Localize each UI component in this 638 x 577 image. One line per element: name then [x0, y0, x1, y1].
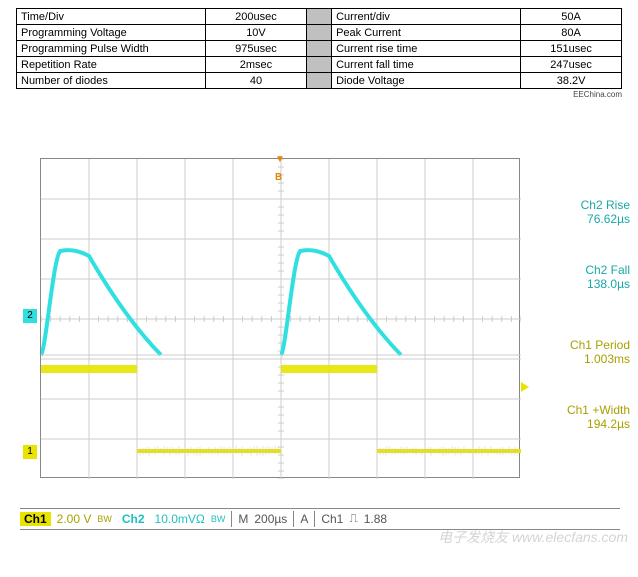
- param-row: Programming Pulse Width975usec Current ri…: [17, 41, 622, 57]
- trigger-marker-b: ▼ B: [275, 149, 285, 185]
- param-row: Repetition Rate2msec Current fall time247…: [17, 57, 622, 73]
- param-label: Peak Current: [332, 25, 521, 41]
- right-marker-arrow: [521, 382, 529, 392]
- param-value: 151usec: [521, 41, 622, 57]
- ch2-bw-icon: BW: [211, 514, 226, 524]
- meas-value: 138.0µs: [530, 277, 630, 291]
- timebase-value: 200µs: [254, 512, 287, 526]
- meas-label: Ch2 Fall: [530, 263, 630, 277]
- param-gap: [306, 25, 331, 41]
- param-label: Programming Pulse Width: [17, 41, 206, 57]
- ch1-baseline-tag: 1: [23, 445, 37, 459]
- param-label: Number of diodes: [17, 73, 206, 89]
- param-gap: [306, 41, 331, 57]
- param-label: Current/div: [332, 9, 521, 25]
- param-row: Time/Div200usec Current/div50A: [17, 9, 622, 25]
- ch1-box: Ch1: [20, 512, 51, 526]
- param-value: 38.2V: [521, 73, 622, 89]
- measurement-readout: Ch2 Rise76.62µs: [530, 198, 630, 226]
- param-value: 80A: [521, 25, 622, 41]
- param-label: Time/Div: [17, 9, 206, 25]
- param-gap: [306, 57, 331, 73]
- param-value: 200usec: [206, 9, 307, 25]
- param-label: Programming Voltage: [17, 25, 206, 41]
- param-value: 50A: [521, 9, 622, 25]
- param-value: 247usec: [521, 57, 622, 73]
- measurement-readout: Ch1 +Width194.2µs: [530, 403, 630, 431]
- param-value: 2msec: [206, 57, 307, 73]
- param-value: 10V: [206, 25, 307, 41]
- timebase-prefix: M: [238, 512, 248, 526]
- measurement-readout: Ch1 Period1.003ms: [530, 338, 630, 366]
- param-value: 40: [206, 73, 307, 89]
- meas-label: Ch1 Period: [530, 338, 630, 352]
- param-label: Current fall time: [332, 57, 521, 73]
- meas-value: 194.2µs: [530, 417, 630, 431]
- ch2-scale: 10.0mVΩ: [155, 512, 205, 526]
- param-row: Programming Voltage10V Peak Current80A: [17, 25, 622, 41]
- param-gap: [306, 73, 331, 89]
- param-label: Diode Voltage: [332, 73, 521, 89]
- ch1-bw-icon: BW: [97, 514, 112, 524]
- ch1-scale: 2.00 V: [57, 512, 92, 526]
- trig-source: Ch1: [321, 512, 343, 526]
- scope-traces-svg: [41, 159, 521, 479]
- meas-value: 76.62µs: [530, 212, 630, 226]
- ch2-baseline-tag: 2: [23, 309, 37, 323]
- meas-label: Ch1 +Width: [530, 403, 630, 417]
- meas-value: 1.003ms: [530, 352, 630, 366]
- meas-label: Ch2 Rise: [530, 198, 630, 212]
- param-label: Current rise time: [332, 41, 521, 57]
- ch2-box: Ch2: [118, 512, 149, 526]
- param-value: 975usec: [206, 41, 307, 57]
- table-footnote: EEChina.com: [573, 90, 622, 99]
- trig-level: 1.88: [364, 512, 387, 526]
- scope-grid: ▼ B 2 1: [40, 158, 520, 478]
- param-label: Repetition Rate: [17, 57, 206, 73]
- trig-edge-icon: ⎍: [349, 512, 357, 526]
- measurement-readout: Ch2 Fall138.0µs: [530, 263, 630, 291]
- page-watermark: 电子发烧友 www.elecfans.com: [438, 527, 628, 547]
- param-row: Number of diodes40 Diode Voltage38.2V: [17, 73, 622, 89]
- parameter-table: Time/Div200usecCurrent/div50AProgramming…: [16, 8, 622, 89]
- oscilloscope-display: ▼ B 2 1 Ch2 Rise76.62µsCh2 Fall138.0µsCh…: [40, 158, 600, 478]
- param-gap: [306, 9, 331, 25]
- trig-mode: A: [300, 512, 308, 526]
